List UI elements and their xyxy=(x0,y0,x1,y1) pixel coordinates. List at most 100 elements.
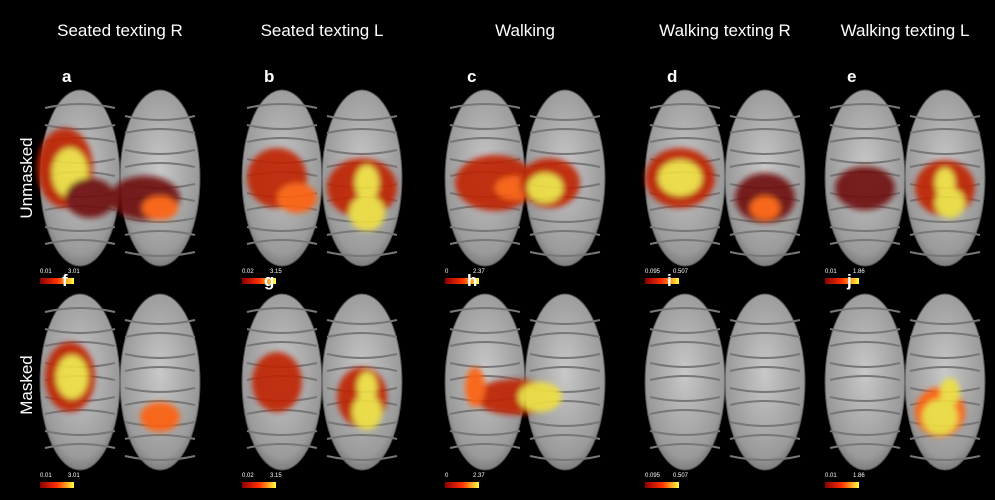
sulcus xyxy=(649,375,801,393)
panel-letter: c xyxy=(467,67,476,86)
scale-min: 0.01 xyxy=(40,473,52,479)
scale-min: 0 xyxy=(445,473,449,479)
panel-letter: i xyxy=(667,271,672,290)
scale-max: 1.86 xyxy=(853,473,865,479)
activation xyxy=(45,342,180,432)
colorbar xyxy=(645,482,679,488)
sulcus xyxy=(44,226,196,236)
brain-panel xyxy=(824,293,986,471)
sulcus xyxy=(829,362,981,372)
activation-blob xyxy=(940,378,960,406)
scale-max: 3.01 xyxy=(68,269,80,275)
panel-letter: j xyxy=(846,271,852,290)
sulcus xyxy=(829,124,981,134)
right-hemisphere xyxy=(119,293,201,471)
scale-max: 1.86 xyxy=(853,269,865,275)
activation-blob xyxy=(65,178,115,218)
sulcus xyxy=(449,443,601,461)
scale-max: 0.507 xyxy=(673,269,689,275)
scale-min: 0.01 xyxy=(825,473,837,479)
column-header: Seated texting R xyxy=(57,21,183,40)
sulcus xyxy=(44,124,196,134)
panel-letter: e xyxy=(847,67,856,86)
sulcus xyxy=(44,341,196,359)
sulcus xyxy=(649,124,801,134)
colorbar xyxy=(40,278,74,284)
sulcus xyxy=(449,430,601,440)
right-hemisphere xyxy=(119,89,201,267)
sulcus xyxy=(246,328,398,338)
scale-max: 2.37 xyxy=(473,269,485,275)
sulcus xyxy=(449,124,601,134)
panel-letter: d xyxy=(667,67,677,86)
activation-blob xyxy=(922,399,958,435)
panel-letter: b xyxy=(264,67,274,86)
activation xyxy=(455,155,580,211)
activation xyxy=(645,148,795,223)
activation-blob xyxy=(56,355,88,399)
sulcus xyxy=(246,341,398,359)
sulcus xyxy=(449,239,601,257)
sulcus xyxy=(649,443,801,461)
scale-min: 0.01 xyxy=(825,269,837,275)
sulcus xyxy=(44,103,196,121)
sulcus xyxy=(649,307,801,325)
column-header: Walking texting R xyxy=(659,21,791,40)
sulcus xyxy=(44,328,196,338)
sulcus xyxy=(449,226,601,236)
activation-blob xyxy=(277,183,317,213)
activation-blob xyxy=(355,165,379,201)
brain-panel xyxy=(39,293,201,471)
panel-letter: f xyxy=(62,271,68,290)
activation-blob xyxy=(750,196,780,220)
sulcus xyxy=(829,226,981,236)
sulcus xyxy=(649,396,801,406)
sulcus xyxy=(44,239,196,257)
sulcus xyxy=(829,443,981,461)
scale-max: 0.507 xyxy=(673,473,689,479)
sulcus xyxy=(649,430,801,440)
sulcus xyxy=(44,443,196,461)
scale-min: 0 xyxy=(445,269,449,275)
colorbar xyxy=(445,482,479,488)
brain-panel xyxy=(824,89,986,267)
scale-min: 0.095 xyxy=(645,473,661,479)
activation-blob xyxy=(357,372,377,402)
sulcus xyxy=(649,103,801,121)
sulcus xyxy=(649,137,801,155)
row-label: Masked xyxy=(17,355,36,415)
activation-blob xyxy=(465,367,485,407)
sulcus xyxy=(649,328,801,338)
sulcus xyxy=(246,430,398,440)
sulcus xyxy=(44,307,196,325)
sulcus xyxy=(44,430,196,440)
activation-blob xyxy=(252,352,302,412)
column-header: Walking texting L xyxy=(841,21,970,40)
brain-panel xyxy=(241,89,403,267)
sulcus xyxy=(246,124,398,134)
activation xyxy=(835,160,975,218)
scale-min: 0.01 xyxy=(40,269,52,275)
scale-max: 3.01 xyxy=(68,473,80,479)
sulcus xyxy=(829,239,981,257)
sulcus xyxy=(246,103,398,121)
sulcus xyxy=(246,239,398,257)
sulcus xyxy=(829,137,981,155)
column-header: Seated texting L xyxy=(261,21,384,40)
colorbar xyxy=(242,482,276,488)
sulcus xyxy=(449,307,601,325)
sulcus xyxy=(649,226,801,236)
activation-blob xyxy=(140,402,180,432)
brain-panel xyxy=(644,293,806,471)
activation xyxy=(252,352,387,430)
column-header: Walking xyxy=(495,21,555,40)
sulcus xyxy=(246,137,398,155)
sulcus xyxy=(649,409,801,427)
right-hemisphere xyxy=(724,293,806,471)
sulcus xyxy=(449,328,601,338)
panel-letter: g xyxy=(264,271,274,290)
sulcus xyxy=(449,137,601,155)
scale-max: 2.37 xyxy=(473,473,485,479)
activation-blob xyxy=(518,382,562,412)
brain-panel xyxy=(444,293,606,471)
